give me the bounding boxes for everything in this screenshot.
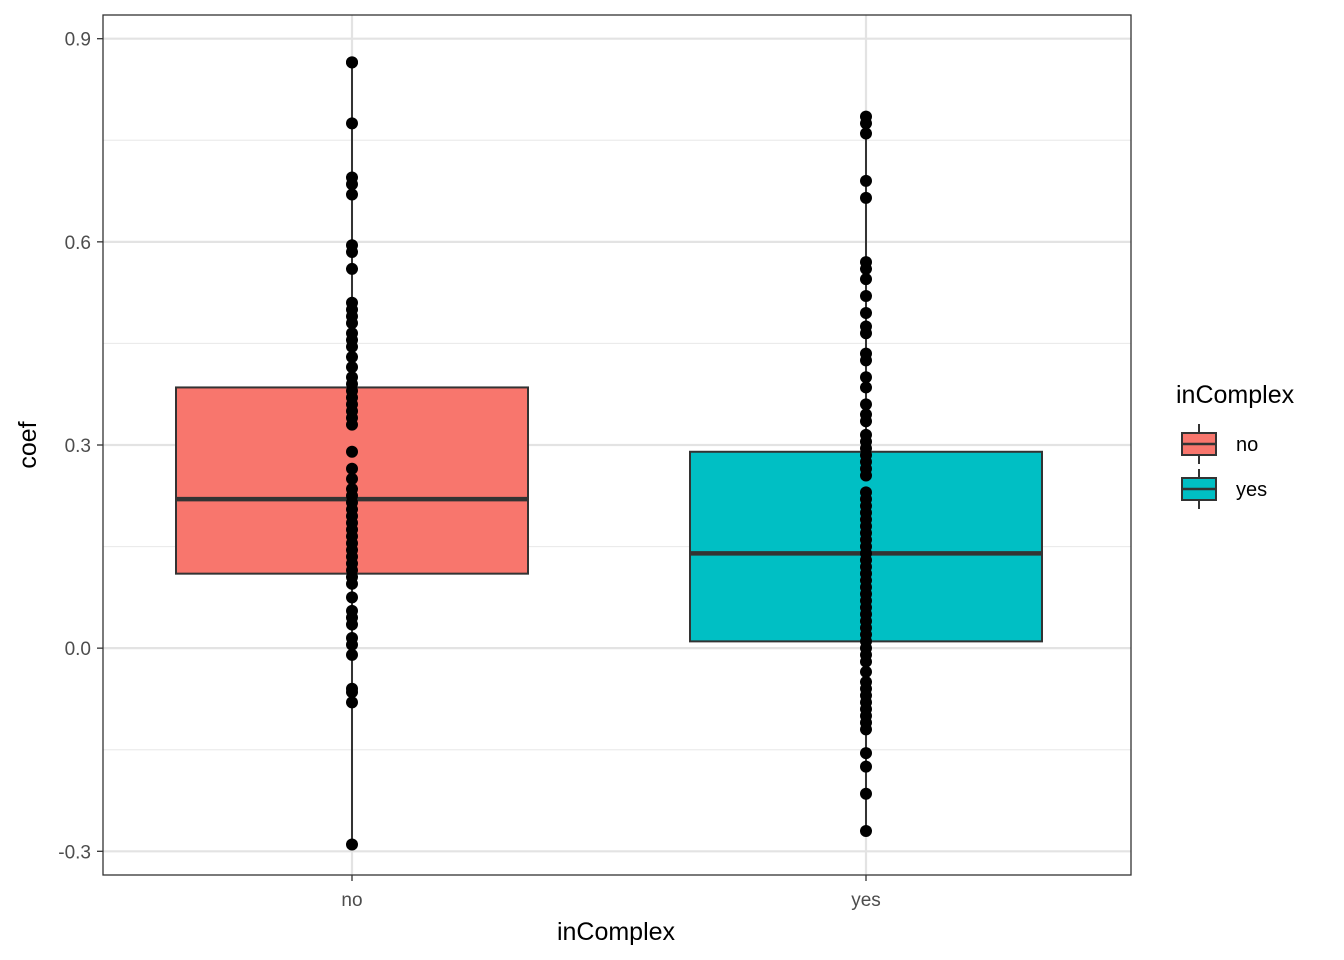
data-point-yes [860,174,872,187]
data-point-yes [860,723,872,736]
y-tick-label: 0.6 [65,233,91,254]
x-axis: no yes [341,875,881,911]
y-tick-label: 0.0 [65,639,91,660]
y-tick-label: 0.3 [65,436,91,457]
data-point-no [346,618,358,631]
data-point-no [346,577,358,590]
data-point-no [346,686,358,699]
data-point-no [346,462,358,475]
data-point-no [346,638,358,651]
legend: inComplex no yes [1176,381,1295,509]
data-point-yes [860,290,872,303]
data-point-yes [860,760,872,773]
data-point-yes [860,306,872,319]
data-point-no [346,696,358,709]
data-point-no [346,838,358,851]
y-axis-title: coef [14,421,42,468]
y-axis: -0.3 0.0 0.3 0.6 0.9 [58,30,103,863]
y-tick-label: 0.9 [65,30,91,51]
data-point-no [346,340,358,353]
data-point-no [346,56,358,69]
x-tick-label: yes [851,890,881,911]
data-point-no [346,648,358,661]
data-point-yes [860,655,872,668]
data-point-no [346,262,358,275]
data-point-no [346,178,358,191]
data-point-yes [860,469,872,482]
data-point-yes [860,381,872,394]
data-point-yes [860,665,872,678]
data-point-yes [860,787,872,800]
data-point-no [346,350,358,363]
data-point-yes [860,327,872,340]
x-tick-label: no [341,890,362,911]
data-point-no [346,188,358,201]
data-point-yes [860,273,872,286]
data-point-yes [860,371,872,384]
x-axis-title: inComplex [557,918,676,946]
data-point-no [346,472,358,485]
y-tick-label: -0.3 [58,842,91,863]
boxes [175,62,1043,845]
data-point-yes [860,117,872,130]
legend-title: inComplex [1176,381,1295,409]
data-point-yes [860,415,872,428]
data-point-no [346,418,358,431]
data-point-yes [860,747,872,760]
data-point-yes [860,354,872,367]
legend-label-yes: yes [1236,479,1267,501]
data-point-yes [860,824,872,837]
data-point-no [346,445,358,458]
legend-label-no: no [1236,434,1258,456]
data-point-no [346,246,358,259]
data-point-no [346,117,358,130]
data-point-yes [860,398,872,411]
data-point-no [346,361,358,374]
data-point-no [346,317,358,330]
data-point-yes [860,127,872,140]
data-point-no [346,591,358,604]
data-points [346,56,872,851]
data-point-yes [860,262,872,275]
data-point-yes [860,191,872,204]
